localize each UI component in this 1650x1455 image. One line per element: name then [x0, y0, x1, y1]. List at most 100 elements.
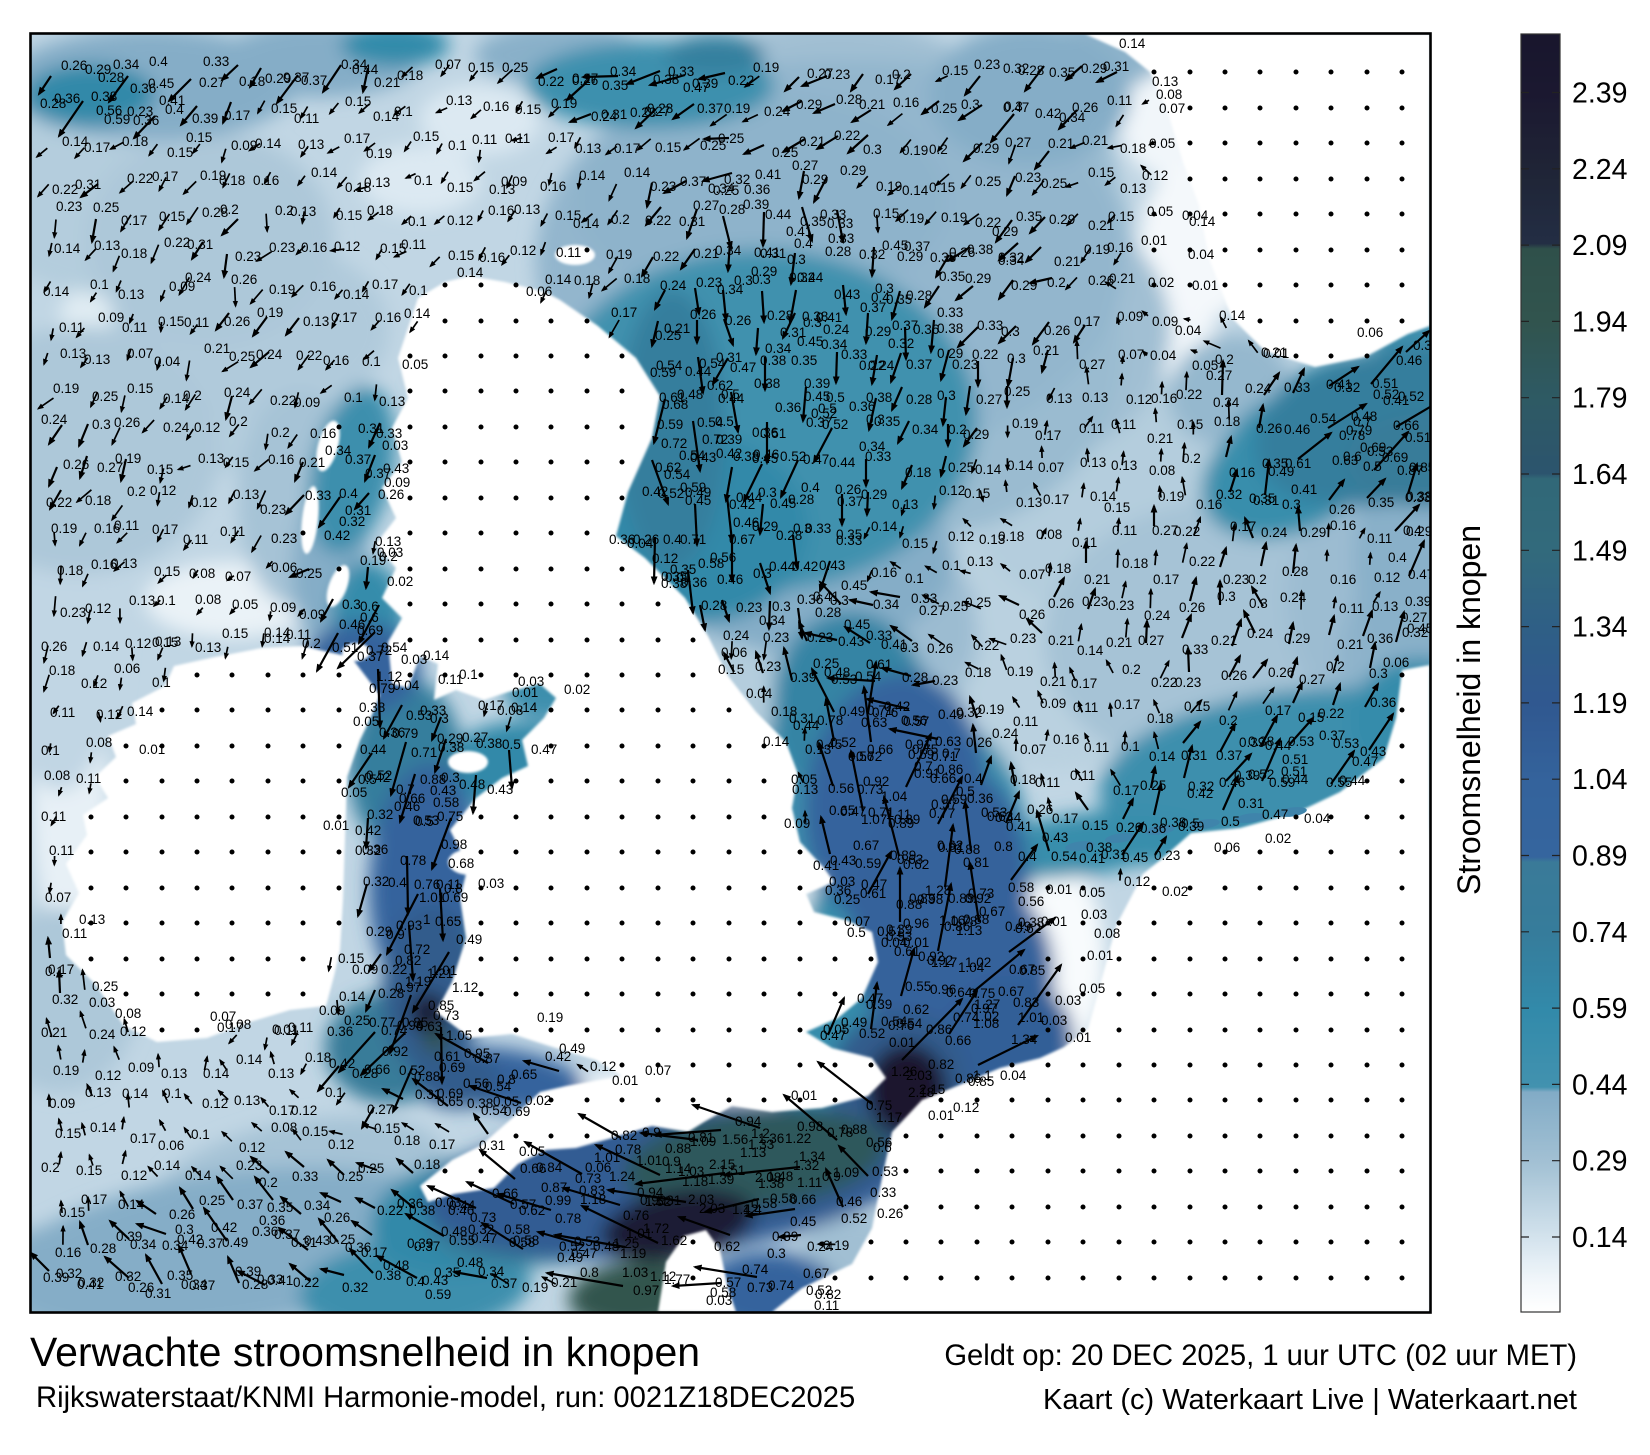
svg-text:1.03: 1.03: [678, 1164, 704, 1179]
svg-text:0.08: 0.08: [195, 592, 221, 607]
svg-text:0.2: 0.2: [1248, 572, 1267, 587]
svg-text:0.36: 0.36: [825, 883, 851, 898]
svg-text:0.44: 0.44: [797, 270, 824, 285]
svg-text:0.21: 0.21: [299, 455, 325, 470]
svg-text:0.83: 0.83: [579, 1183, 605, 1198]
svg-text:0.08: 0.08: [271, 1120, 297, 1135]
svg-text:0.26: 0.26: [1072, 100, 1098, 115]
svg-text:0.15: 0.15: [152, 635, 178, 650]
svg-text:0.87: 0.87: [1397, 463, 1423, 478]
svg-text:0.2: 0.2: [1047, 275, 1066, 290]
svg-text:0.1: 0.1: [905, 571, 924, 586]
svg-text:0.3: 0.3: [937, 388, 956, 403]
svg-text:0.47: 0.47: [571, 1246, 597, 1261]
svg-text:0.59: 0.59: [1269, 775, 1295, 790]
svg-text:0.22: 0.22: [1176, 387, 1202, 402]
svg-text:0.14: 0.14: [1119, 36, 1146, 51]
svg-text:0.24: 0.24: [764, 104, 791, 119]
svg-text:0.24: 0.24: [868, 358, 895, 373]
svg-text:0.11: 0.11: [1107, 93, 1132, 108]
svg-text:0.34: 0.34: [708, 181, 735, 196]
svg-text:0.33: 0.33: [376, 426, 402, 441]
svg-text:0.33: 0.33: [836, 533, 862, 548]
svg-text:0.15: 0.15: [1184, 699, 1210, 714]
svg-text:0.58: 0.58: [770, 1191, 796, 1206]
svg-text:0.13: 0.13: [290, 204, 316, 219]
svg-text:0.23: 0.23: [269, 240, 295, 255]
svg-text:0.07: 0.07: [645, 1063, 671, 1078]
svg-text:0.37: 0.37: [237, 1197, 263, 1212]
svg-text:0.98: 0.98: [441, 837, 467, 852]
svg-text:0.29: 0.29: [1011, 278, 1037, 293]
svg-text:0.36: 0.36: [259, 1213, 285, 1228]
svg-text:0.08: 0.08: [44, 768, 70, 783]
svg-text:0.08: 0.08: [1156, 87, 1182, 102]
svg-text:0.24: 0.24: [256, 347, 283, 362]
svg-text:1.01: 1.01: [594, 1150, 620, 1165]
svg-text:0.3: 0.3: [767, 1246, 786, 1261]
svg-text:0.16: 0.16: [323, 353, 349, 368]
svg-text:0.17: 0.17: [81, 1192, 107, 1207]
svg-text:0.26: 0.26: [949, 245, 975, 260]
svg-text:0.76: 0.76: [623, 1208, 649, 1223]
svg-text:0.24: 0.24: [185, 270, 212, 285]
svg-text:0.23: 0.23: [235, 249, 261, 264]
svg-text:0.16: 0.16: [871, 565, 897, 580]
svg-text:0.52: 0.52: [822, 417, 848, 432]
svg-text:0.14: 0.14: [373, 109, 400, 124]
svg-text:2.24: 2.24: [1572, 154, 1628, 186]
svg-text:0.13: 0.13: [94, 238, 120, 253]
svg-text:0.21: 0.21: [1147, 431, 1173, 446]
svg-text:0.89: 0.89: [894, 812, 920, 827]
svg-text:0.09: 0.09: [270, 600, 296, 615]
svg-text:0.21: 0.21: [1211, 633, 1237, 648]
svg-text:0.74: 0.74: [953, 1010, 980, 1025]
svg-text:0.12: 0.12: [447, 213, 473, 228]
svg-text:0.06: 0.06: [1214, 840, 1240, 855]
svg-text:0.11: 0.11: [436, 877, 461, 892]
svg-text:0.46: 0.46: [339, 617, 365, 632]
svg-text:0.12: 0.12: [191, 495, 217, 510]
svg-text:0.67: 0.67: [979, 904, 1005, 919]
svg-text:0.09: 0.09: [98, 310, 124, 325]
svg-text:0.18: 0.18: [414, 1157, 440, 1172]
svg-text:0.14: 0.14: [1149, 749, 1176, 764]
svg-text:0.63: 0.63: [987, 809, 1013, 824]
svg-text:0.38: 0.38: [91, 89, 117, 104]
svg-text:0.81: 0.81: [688, 1130, 714, 1145]
svg-text:0.25: 0.25: [713, 183, 739, 198]
svg-text:0.34: 0.34: [162, 1238, 189, 1253]
svg-text:0.14: 0.14: [975, 462, 1002, 477]
svg-text:0.3: 0.3: [342, 597, 361, 612]
svg-text:0.4: 0.4: [388, 875, 407, 890]
svg-text:1.05: 1.05: [446, 1028, 472, 1043]
svg-text:0.11: 0.11: [472, 132, 497, 147]
svg-text:0.35: 0.35: [1049, 65, 1075, 80]
svg-text:0.26: 0.26: [1044, 323, 1070, 338]
svg-text:0.89: 0.89: [948, 891, 974, 906]
svg-text:0.19: 0.19: [898, 211, 924, 226]
svg-text:0.07: 0.07: [1019, 567, 1045, 582]
svg-text:0.05: 0.05: [823, 1022, 849, 1037]
svg-text:0.17: 0.17: [344, 131, 370, 146]
svg-text:0.11: 0.11: [286, 627, 311, 642]
svg-text:0.1: 0.1: [344, 390, 363, 405]
svg-text:0.15: 0.15: [902, 536, 928, 551]
svg-text:0.36: 0.36: [379, 725, 405, 740]
svg-text:0.68: 0.68: [662, 397, 688, 412]
svg-text:0.38: 0.38: [661, 576, 687, 591]
svg-text:0.14: 0.14: [1572, 1222, 1628, 1254]
svg-text:0.29: 0.29: [861, 487, 887, 502]
svg-text:0.78: 0.78: [827, 1125, 853, 1140]
svg-text:0.73: 0.73: [968, 886, 994, 901]
svg-text:1.64: 1.64: [1572, 459, 1628, 491]
svg-text:0.41: 0.41: [1383, 393, 1409, 408]
svg-text:0.57: 0.57: [715, 1275, 741, 1290]
svg-text:0.16: 0.16: [1196, 497, 1222, 512]
svg-text:0.62: 0.62: [937, 838, 963, 853]
svg-text:0.24: 0.24: [823, 322, 850, 337]
svg-text:0.23: 0.23: [974, 57, 1000, 72]
svg-text:0.86: 0.86: [955, 1071, 981, 1086]
svg-text:0.15: 0.15: [448, 248, 474, 263]
svg-text:0.66: 0.66: [790, 1192, 816, 1207]
